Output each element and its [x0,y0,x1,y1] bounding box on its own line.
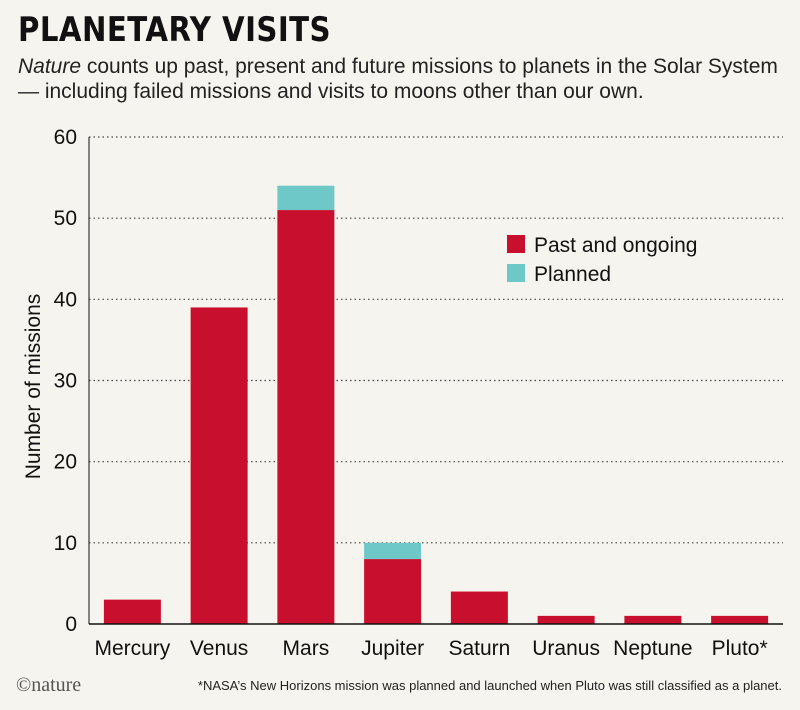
x-tick-label: Saturn [448,637,510,660]
y-tick-label: 60 [54,126,77,149]
y-tick-label: 40 [54,288,77,311]
chart-title: PLANETARY VISITS [18,10,332,50]
x-tick-label: Venus [190,637,248,660]
bar-past [103,599,161,624]
bar-past [364,559,422,624]
y-tick-label: 0 [65,613,77,636]
bar-planned [277,185,335,211]
legend-swatch [507,235,525,253]
x-tick-label: Mercury [94,637,170,660]
legend-swatch [507,264,525,282]
bar-past [190,307,248,624]
y-axis-title: Number of missions [22,294,45,480]
bar-past [711,615,769,624]
bar-past [277,210,335,625]
subtitle-text: counts up past, present and future missi… [18,55,778,103]
y-tick-label: 20 [54,451,77,474]
chart-subtitle: Nature counts up past, present and futur… [18,54,788,104]
subtitle-italic: Nature [18,55,82,78]
y-tick-label: 10 [54,532,77,555]
bar-past [450,591,508,624]
bar-planned [364,542,422,560]
x-tick-label: Uranus [532,637,600,660]
y-tick-label: 30 [54,370,77,393]
x-tick-label: Neptune [613,637,692,660]
y-tick-label: 50 [54,207,77,230]
legend-label: Planned [534,263,611,286]
nature-logo: ©nature [16,674,82,696]
footnote: *NASA’s New Horizons mission was planned… [197,678,782,693]
bar-past [624,615,682,624]
x-tick-label: Mars [283,637,330,660]
bar-past [537,615,595,624]
x-tick-label: Jupiter [361,637,424,660]
legend-label: Past and ongoing [534,234,697,257]
x-tick-label: Pluto* [712,637,768,660]
